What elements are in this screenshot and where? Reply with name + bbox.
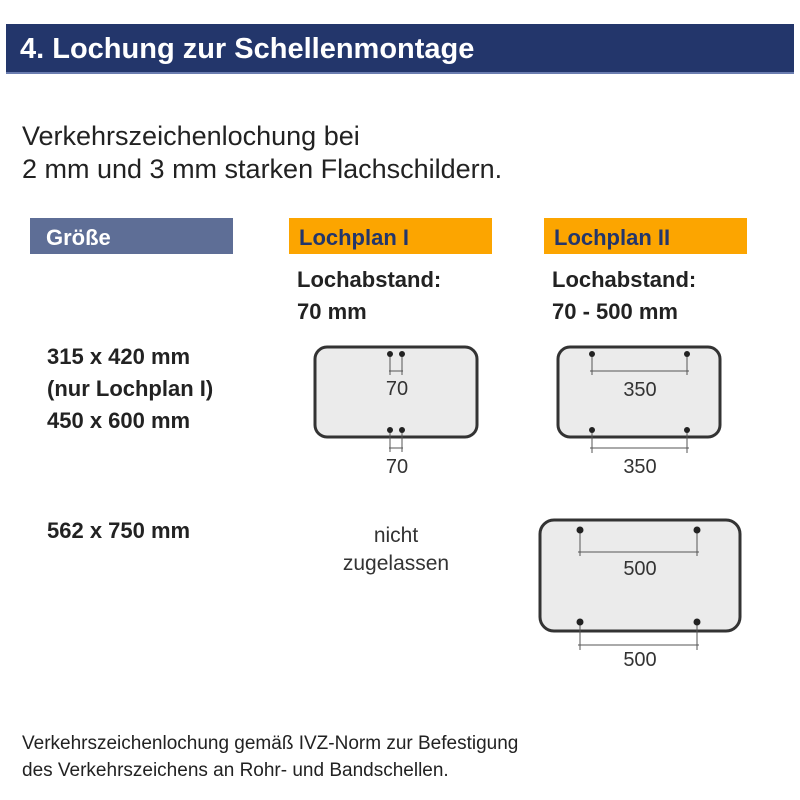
header-size: Größe: [30, 218, 233, 254]
row2-sizes: 562 x 750 mm: [47, 515, 190, 547]
dimension-label: 500: [623, 558, 656, 580]
intro-text: Verkehrszeichenlochung bei 2 mm und 3 mm…: [22, 120, 502, 186]
dimension-label: 500: [623, 649, 656, 671]
plan2-spacing-label: Lochabstand:: [552, 267, 697, 292]
page-title: 4. Lochung zur Schellenmontage: [6, 24, 794, 74]
intro-line-2: 2 mm und 3 mm starken Flachschildern.: [22, 154, 503, 184]
row1-sizes: 315 x 420 mm (nur Lochplan I) 450 x 600 …: [47, 341, 213, 437]
plan1-spacing-label: Lochabstand:: [297, 267, 442, 292]
footer-line-2: des Verkehrszeichens an Rohr- und Bandsc…: [22, 760, 449, 781]
header-plan-2: Lochplan II: [544, 218, 747, 254]
size-item: 315 x 420 mm: [47, 344, 191, 369]
sign-plan2-row2: 500 500: [538, 518, 742, 671]
dimension-label: 70: [386, 378, 408, 400]
size-item: 450 x 600 mm: [47, 408, 191, 433]
dimension-label: 350: [623, 456, 656, 478]
sign-plan2-row1: 350 350: [556, 345, 722, 478]
size-item: 562 x 750 mm: [47, 518, 191, 543]
size-note: (nur Lochplan I): [47, 376, 214, 401]
plan1-spacing-value: 70 mm: [297, 299, 367, 324]
plan2-spacing-value: 70 - 500 mm: [552, 299, 678, 324]
not-permitted-line-2: zugelassen: [342, 552, 450, 575]
dimension-label: 70: [386, 456, 408, 478]
footer-line-1: Verkehrszeichenlochung gemäß IVZ-Norm zu…: [22, 733, 519, 754]
dimension-label: 350: [623, 379, 656, 401]
sign-plan1-row1: 70 70: [313, 345, 479, 478]
not-permitted-text: nicht zugelassen: [316, 522, 476, 578]
not-permitted-line-1: nicht: [373, 524, 419, 547]
plan2-spacing: Lochabstand: 70 - 500 mm: [552, 264, 696, 328]
plan1-spacing: Lochabstand: 70 mm: [297, 264, 441, 328]
intro-line-1: Verkehrszeichenlochung bei: [22, 121, 360, 151]
header-plan-1: Lochplan I: [289, 218, 492, 254]
footer-note: Verkehrszeichenlochung gemäß IVZ-Norm zu…: [22, 730, 518, 784]
